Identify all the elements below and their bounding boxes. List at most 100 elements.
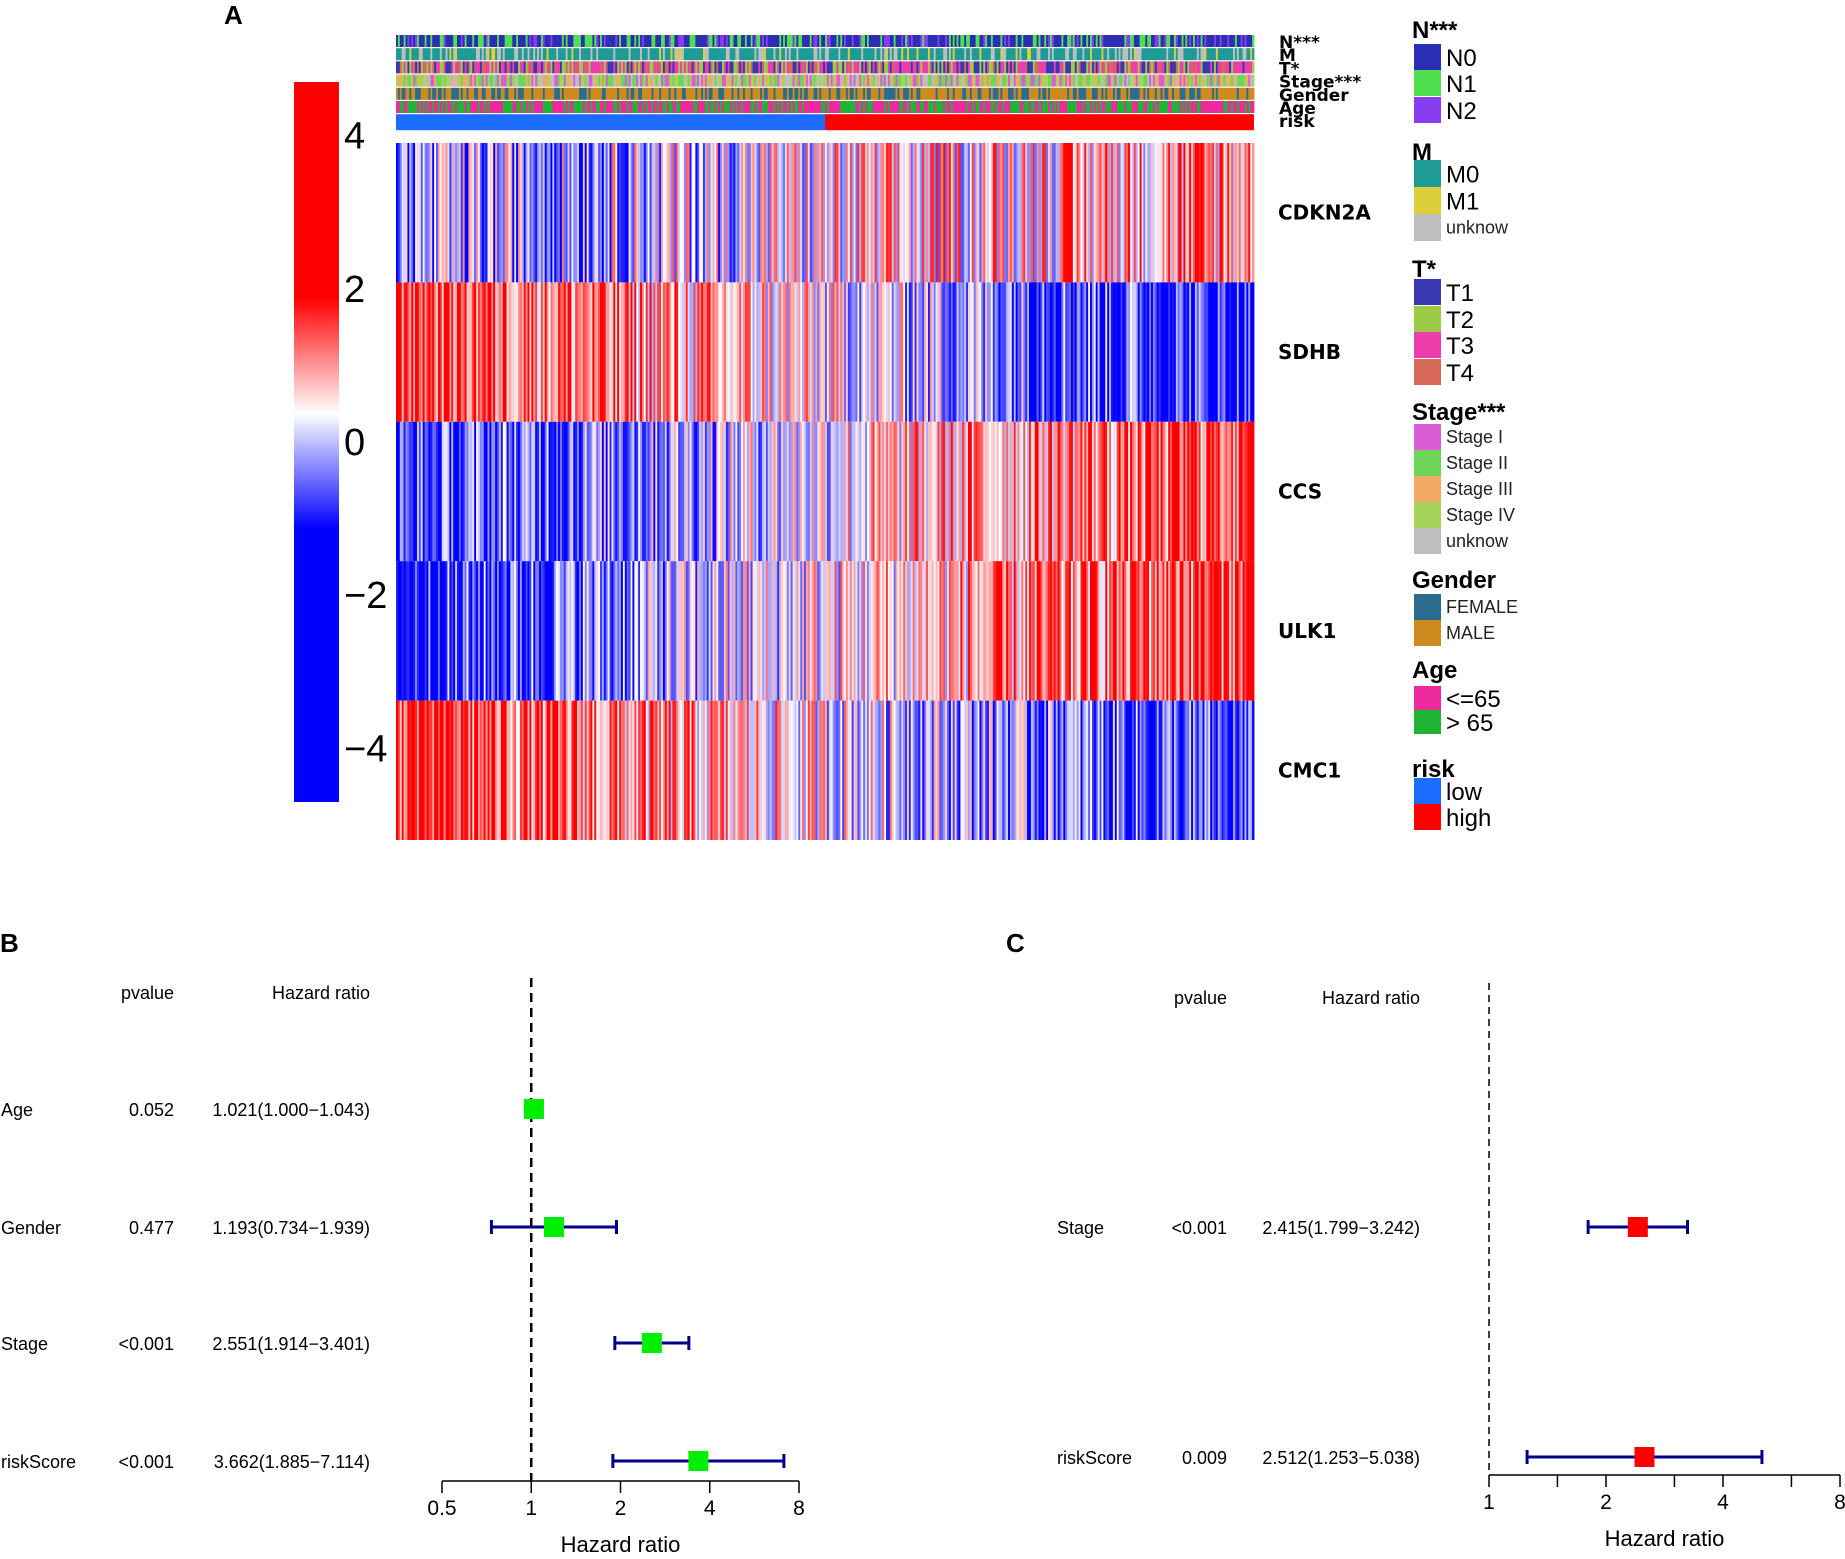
annotation-cell (1208, 101, 1211, 113)
annotation-cell (1055, 101, 1059, 113)
annotation-cell (672, 35, 675, 47)
annotation-cell (577, 101, 580, 113)
annotation-cell (716, 87, 719, 100)
annotation-cell (767, 87, 771, 100)
heatmap-cell (922, 700, 925, 840)
annotation-cell (872, 35, 875, 47)
annotation-cell (784, 101, 788, 113)
heatmap-cell (775, 421, 778, 562)
heatmap-cell (685, 143, 689, 283)
heatmap-cell (926, 282, 929, 422)
annotation-cell (889, 35, 893, 47)
annotation-cell (451, 87, 454, 100)
annotation-cell (1099, 35, 1102, 47)
annotation-cell (918, 35, 921, 47)
annotation-cell (1227, 101, 1230, 113)
annotation-cell (1122, 87, 1125, 100)
annotation-cell (1206, 35, 1209, 47)
heatmap-cell (1048, 143, 1051, 283)
annotation-cell (855, 87, 858, 100)
annotation-cell (1034, 61, 1038, 74)
annotation-cell (523, 61, 527, 74)
annotation-cell (733, 48, 736, 61)
heatmap-cell (596, 143, 599, 283)
annotation-cell (805, 74, 809, 87)
heatmap-cell (619, 143, 622, 283)
annotation-cell (487, 61, 490, 74)
heatmap-cell (529, 282, 532, 422)
annotation-cell (396, 35, 399, 47)
annotation-cell (767, 48, 771, 61)
heatmap-cell (504, 421, 507, 562)
heatmap-cell (649, 700, 652, 840)
heatmap-cell (1055, 282, 1059, 422)
annotation-cell (695, 61, 698, 74)
annotation-cell (895, 61, 898, 74)
heatmap-cell (1109, 421, 1112, 562)
annotation-cell (594, 101, 597, 113)
annotation-cell (1067, 61, 1070, 74)
annotation-cell (920, 101, 923, 113)
heatmap-cell (1099, 421, 1102, 562)
annotation-cell (464, 101, 467, 113)
heatmap-cell (773, 143, 776, 283)
heatmap-cell (659, 561, 662, 701)
annotation-cell (1217, 101, 1221, 113)
heatmap-cell (815, 282, 818, 422)
annotation-cell (893, 48, 896, 61)
annotation-cell (1145, 48, 1148, 61)
annotation-cell (1080, 87, 1083, 100)
annotation-cell (552, 101, 555, 113)
annotation-cell (600, 87, 603, 100)
annotation-cell (1194, 48, 1198, 61)
annotation-cell (729, 87, 732, 100)
heatmap-cell (796, 700, 799, 840)
annotation-cell (540, 74, 544, 87)
heatmap-cell (1055, 700, 1059, 840)
heatmap-cell (611, 282, 614, 422)
annotation-cell (1242, 74, 1245, 87)
heatmap-cell (918, 561, 921, 701)
heatmap-cell (800, 421, 803, 562)
heatmap-cell (1194, 700, 1198, 840)
annotation-cell (1187, 48, 1190, 61)
annotation-cell (786, 48, 790, 61)
annotation-cell (1204, 35, 1207, 47)
annotation-cell (1225, 74, 1228, 87)
heatmap-cell (1019, 143, 1022, 283)
annotation-cell (420, 35, 424, 47)
annotation-cell (1065, 74, 1068, 87)
heatmap-cell (1227, 421, 1230, 562)
annotation-cell (723, 87, 727, 100)
heatmap-cell (1111, 282, 1114, 422)
heatmap-cell (1093, 282, 1097, 422)
annotation-cell (1061, 74, 1064, 87)
annotation-cell (544, 87, 548, 100)
annotation-cell (685, 101, 689, 113)
annotation-cell (437, 74, 441, 87)
annotation-cell (849, 35, 853, 47)
heatmap-cell (872, 143, 875, 283)
heatmap-cell (1145, 561, 1148, 701)
heatmap-cell (886, 700, 889, 840)
heatmap-cell (1091, 421, 1095, 562)
heatmap-cell (792, 700, 795, 840)
annotation-cell (1048, 61, 1051, 74)
annotation-cell (626, 87, 630, 100)
heatmap-cell (1048, 700, 1051, 840)
annotation-cell (935, 35, 938, 47)
annotation-cell (470, 35, 473, 47)
annotation-cell (687, 87, 691, 100)
heatmap-cell (783, 700, 786, 840)
annotation-cell (661, 74, 664, 87)
annotation-cell (826, 87, 830, 100)
heatmap-cell (691, 282, 694, 422)
heatmap-cell (1120, 143, 1123, 283)
heatmap-cell (868, 561, 872, 701)
annotation-cell (693, 61, 696, 74)
annotation-cell (1147, 101, 1150, 113)
annotation-cell (809, 35, 813, 47)
heatmap-cell (678, 282, 681, 422)
heatmap-cell (1046, 421, 1049, 562)
heatmap-cell (1223, 143, 1226, 283)
